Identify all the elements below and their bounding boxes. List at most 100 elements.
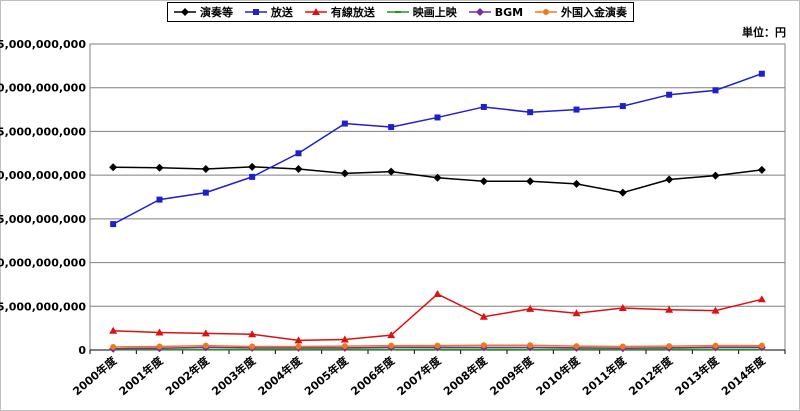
data-point bbox=[665, 305, 674, 313]
y-tick-label: 35,000,000,000 bbox=[0, 38, 86, 51]
data-point bbox=[109, 326, 118, 334]
y-tick-label: 5,000,000,000 bbox=[0, 300, 86, 313]
series-line-2 bbox=[112, 73, 763, 225]
data-point bbox=[294, 165, 303, 174]
data-point bbox=[665, 175, 674, 184]
y-tick-label: 0 bbox=[78, 344, 86, 357]
x-tick-label: 2003年度 bbox=[209, 353, 259, 398]
data-point bbox=[388, 342, 395, 349]
legend-swatch bbox=[535, 9, 558, 15]
legend-label: 外国入金演奏 bbox=[561, 6, 628, 19]
data-point bbox=[479, 312, 488, 320]
x-tick-label: 2002年度 bbox=[162, 353, 212, 398]
unit-label: 単位：円 bbox=[742, 26, 786, 39]
x-tick-label: 2004年度 bbox=[255, 353, 305, 398]
data-point bbox=[388, 124, 395, 131]
data-point bbox=[572, 179, 581, 188]
data-point bbox=[480, 103, 487, 110]
legend-swatch bbox=[173, 8, 196, 16]
data-point bbox=[248, 330, 257, 338]
data-point bbox=[758, 70, 765, 77]
data-point bbox=[712, 342, 719, 349]
data-point bbox=[433, 173, 442, 182]
data-point bbox=[387, 331, 396, 339]
data-point bbox=[340, 335, 349, 343]
data-point bbox=[527, 342, 534, 349]
data-point bbox=[757, 165, 766, 174]
data-point bbox=[527, 109, 534, 116]
data-point bbox=[109, 163, 118, 172]
x-tick-label: 2006年度 bbox=[348, 353, 398, 398]
x-tick-label: 2014年度 bbox=[718, 353, 768, 398]
data-point bbox=[156, 343, 163, 350]
legend-item: 演奏等 bbox=[173, 4, 233, 20]
legend-label: 放送 bbox=[270, 6, 293, 19]
data-point bbox=[434, 114, 441, 121]
data-point bbox=[434, 342, 441, 349]
x-tick-label: 2001年度 bbox=[116, 353, 166, 398]
data-point bbox=[387, 167, 396, 176]
data-point bbox=[480, 342, 487, 349]
y-tick-label: 15,000,000,000 bbox=[0, 213, 86, 226]
data-point bbox=[618, 188, 627, 197]
legend-label: 映画上映 bbox=[412, 6, 457, 19]
data-point bbox=[666, 91, 673, 98]
x-tick-label: 2013年度 bbox=[672, 353, 722, 398]
data-point bbox=[619, 343, 626, 350]
series-line-3 bbox=[113, 293, 763, 342]
data-point bbox=[110, 343, 117, 350]
legend-swatch bbox=[468, 8, 491, 16]
legend-item: BGM bbox=[468, 5, 524, 19]
data-point bbox=[711, 171, 720, 180]
data-point bbox=[341, 343, 348, 350]
y-tick-label: 30,000,000,000 bbox=[0, 82, 86, 95]
x-tick-label: 2009年度 bbox=[487, 353, 537, 398]
data-point bbox=[666, 343, 673, 350]
data-point bbox=[202, 342, 209, 349]
x-tick-label: 2012年度 bbox=[626, 353, 676, 398]
data-point bbox=[573, 343, 580, 350]
data-point bbox=[572, 309, 581, 317]
data-point bbox=[202, 189, 209, 196]
legend-item: 映画上映 bbox=[386, 4, 457, 20]
x-tick-label: 2011年度 bbox=[579, 353, 629, 398]
x-tick-label: 2007年度 bbox=[394, 353, 444, 398]
x-tick-label: 2010年度 bbox=[533, 353, 583, 398]
legend-label: 演奏等 bbox=[199, 6, 233, 19]
data-point bbox=[156, 196, 163, 203]
data-point bbox=[110, 221, 117, 228]
data-point bbox=[757, 295, 766, 303]
x-tick-label: 2000年度 bbox=[70, 353, 120, 398]
legend-item: 外国入金演奏 bbox=[535, 4, 627, 20]
legend-label: BGM bbox=[494, 5, 524, 19]
data-point bbox=[341, 120, 348, 127]
legend-swatch bbox=[304, 8, 327, 15]
y-tick-label: 20,000,000,000 bbox=[0, 169, 86, 182]
data-point bbox=[618, 304, 627, 312]
legend-item: 放送 bbox=[244, 4, 293, 20]
data-point bbox=[295, 343, 302, 350]
data-point bbox=[155, 328, 164, 336]
x-tick-label: 2005年度 bbox=[301, 353, 351, 398]
data-point bbox=[479, 177, 488, 186]
data-point bbox=[201, 165, 210, 174]
x-tick-label: 2008年度 bbox=[440, 353, 490, 398]
legend-swatch bbox=[386, 11, 409, 13]
data-point bbox=[155, 163, 164, 172]
data-point bbox=[295, 150, 302, 157]
data-point bbox=[758, 342, 765, 349]
data-point bbox=[249, 173, 256, 180]
y-tick-label: 25,000,000,000 bbox=[0, 125, 86, 138]
legend-label: 有線放送 bbox=[330, 6, 375, 19]
data-point bbox=[573, 106, 580, 113]
legend-item: 有線放送 bbox=[304, 4, 375, 20]
data-point bbox=[248, 162, 257, 171]
plot-area bbox=[89, 43, 786, 351]
data-point bbox=[526, 304, 535, 312]
data-point bbox=[526, 177, 535, 186]
data-point bbox=[294, 336, 303, 344]
legend: 演奏等 放送 有線放送 映画上映 BGM 外国入金演奏 bbox=[167, 2, 634, 22]
legend-swatch bbox=[244, 9, 267, 15]
